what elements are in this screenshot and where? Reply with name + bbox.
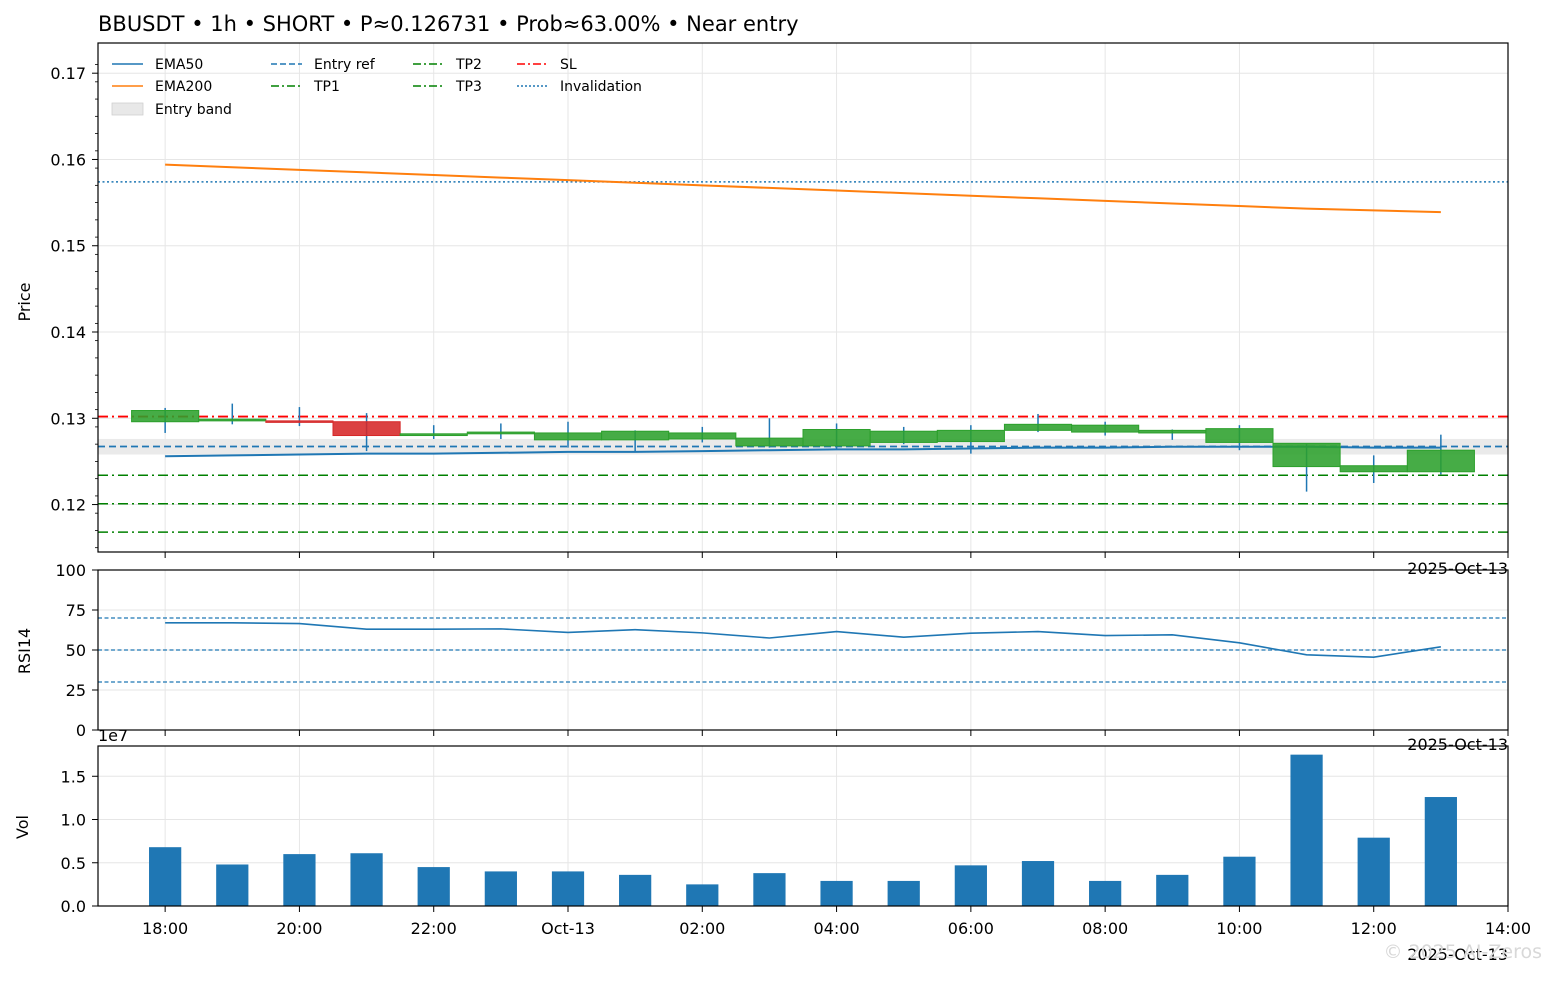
price-ytick-label: 0.16: [50, 150, 86, 169]
candle-body: [869, 430, 938, 443]
volume-bar: [1290, 754, 1323, 906]
volume-bar: [820, 880, 853, 906]
rsi-ytick-label: 0: [76, 721, 86, 740]
ema50-line: [165, 445, 1441, 458]
price-frame: [97, 42, 1509, 553]
candle-body: [1003, 423, 1073, 431]
rsi-ytick-label: 75: [66, 601, 86, 620]
candle-body: [1272, 442, 1341, 468]
price-ytick-label: 0.17: [50, 64, 86, 83]
date-label-price: 2025-Oct-13: [1407, 559, 1508, 578]
volume-bar: [1223, 856, 1256, 906]
price-ytick-label: 0.15: [50, 237, 86, 256]
rsi-frame: [97, 569, 1509, 731]
volume-bar: [283, 854, 316, 906]
rsi-ytick-label: 100: [55, 561, 86, 580]
x-tick-label: 12:00: [1351, 919, 1397, 938]
legend-label: EMA50: [155, 57, 203, 73]
candle-body: [332, 421, 401, 437]
candle-body: [265, 420, 334, 423]
rsi-panel: 0 25 50 75 100: [55, 561, 1509, 740]
price-ytick-label: 0.13: [50, 409, 86, 428]
legend-label: TP3: [455, 79, 482, 95]
watermark: © 2025 AI-Zeros: [1383, 941, 1542, 963]
date-label-volume: 2025-Oct-13: [1407, 945, 1508, 964]
x-tick-label: 10:00: [1216, 919, 1262, 938]
price-ytick-label: 0.12: [50, 496, 86, 515]
price-ytick-label: 0.14: [50, 323, 86, 342]
volume-bar: [619, 874, 652, 906]
legend-label: Entry ref: [314, 57, 376, 73]
volume-ylabel: Vol: [13, 815, 32, 839]
candle-body: [399, 433, 468, 437]
candle-body: [1138, 429, 1207, 434]
x-tick-label: 08:00: [1082, 919, 1128, 938]
candle-body: [198, 418, 267, 422]
candle-body: [533, 432, 603, 441]
rsi-ytick-label: 25: [66, 681, 86, 700]
candle-body: [1339, 465, 1408, 473]
volume-bar: [954, 865, 987, 906]
candle-body: [1071, 424, 1140, 433]
volume-panel: 18:00 20:00 22:00 Oct-13 02:00 04:00 06:00 08:0…: [61, 745, 1531, 938]
x-tick-label: 14:00: [1485, 919, 1531, 938]
volume-bar: [1089, 880, 1122, 906]
candle-body: [802, 428, 871, 447]
rsi-line: [165, 621, 1441, 659]
legend-label: TP2: [455, 57, 482, 73]
volume-ytick-label: 0.0: [61, 897, 86, 916]
volume-bar: [1156, 874, 1189, 906]
volume-bar: [753, 873, 786, 906]
legend-label: EMA200: [155, 79, 212, 95]
x-tick-label: 02:00: [679, 919, 725, 938]
price-panel: 0.12 0.13 0.14 0.15 0.16 0.17 EMA50 EMA200 Entry…: [50, 42, 1509, 558]
volume-bar: [484, 871, 517, 906]
candle-body: [936, 429, 1005, 443]
candle-body: [466, 431, 535, 435]
candle-body: [1406, 449, 1475, 473]
x-tick-label: 04:00: [814, 919, 860, 938]
legend-label: SL: [560, 57, 577, 73]
x-tick-label: 20:00: [276, 919, 322, 938]
candle-body: [1205, 428, 1274, 443]
volume-frame: [97, 745, 1509, 907]
volume-ytick-label: 1.0: [61, 811, 86, 830]
ema200-line: [165, 163, 1441, 214]
x-tick-label: 06:00: [948, 919, 994, 938]
volume-ytick-label: 1.5: [61, 767, 86, 786]
x-tick-label: 18:00: [142, 919, 188, 938]
volume-ytick-label: 0.5: [61, 854, 86, 873]
volume-bar: [686, 884, 719, 906]
x-tick-label: 22:00: [411, 919, 457, 938]
volume-exponent: 1e7: [98, 726, 128, 745]
candle-body: [131, 410, 200, 423]
legend-swatch-entry-band: [111, 102, 144, 116]
volume-bar: [1357, 837, 1390, 906]
legend-label: TP1: [313, 79, 340, 95]
candle-body: [668, 432, 737, 440]
price-ylabel: Price: [15, 282, 34, 321]
rsi-ytick-label: 50: [66, 641, 86, 660]
volume-bar: [350, 853, 383, 906]
legend-label: Entry band: [155, 102, 232, 118]
volume-bar: [216, 864, 249, 906]
chart-title: BBUSDT • 1h • SHORT • P≈0.126731 • Prob≈…: [98, 12, 799, 36]
date-label-rsi: 2025-Oct-13: [1407, 735, 1508, 754]
rsi-ylabel: RSI14: [15, 628, 34, 674]
x-tick-label: Oct-13: [541, 919, 595, 938]
volume-bar: [1021, 861, 1055, 906]
volume-bar: [887, 880, 920, 906]
volume-bar: [1424, 797, 1457, 906]
legend-label: Invalidation: [560, 79, 642, 95]
volume-bar: [551, 871, 585, 906]
volume-bar: [149, 847, 182, 906]
candle-body: [735, 437, 804, 447]
volume-bar: [417, 867, 450, 906]
candle-body: [601, 430, 670, 441]
